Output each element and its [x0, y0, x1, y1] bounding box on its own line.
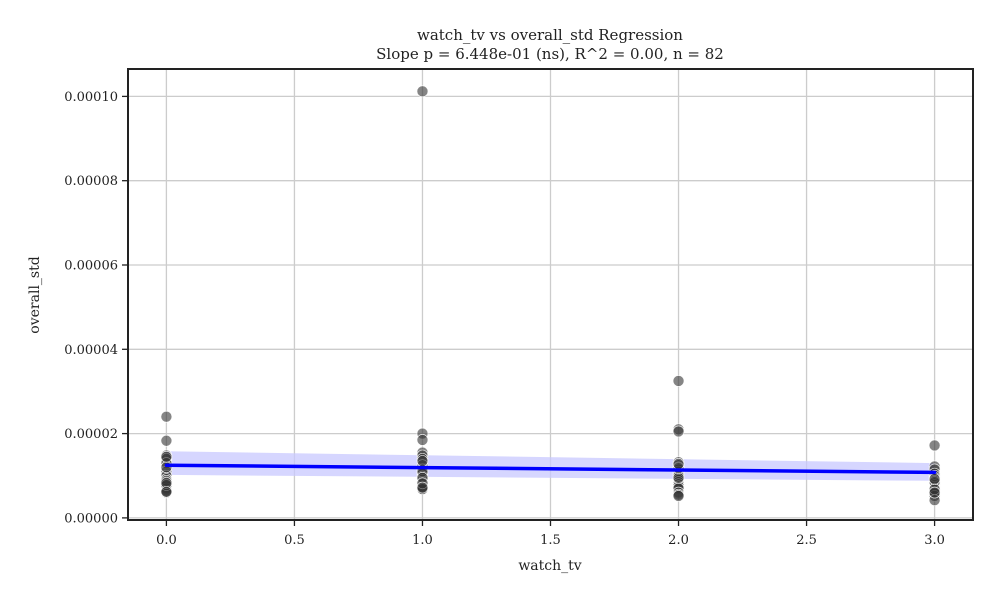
x-axis-label: watch_tv: [518, 558, 581, 574]
grid: [128, 69, 973, 520]
data-point: [928, 486, 941, 499]
x-tick-label: 1.0: [412, 533, 433, 548]
data-point: [928, 473, 941, 485]
x-tick-label: 2.5: [796, 533, 817, 548]
x-tick-label: 0.0: [156, 533, 177, 548]
data-point: [672, 490, 685, 502]
data-point: [672, 472, 685, 484]
data-point: [416, 481, 429, 494]
data-point: [416, 434, 429, 446]
regression-line-layer: [164, 463, 937, 475]
y-axis-label: overall_std: [27, 256, 43, 333]
x-tick-label: 0.5: [284, 533, 305, 548]
x-ticks: 0.0 0.5 1.0 1.5 2.0 2.5 3.0: [156, 520, 945, 548]
y-tick-label: 0.00010: [64, 90, 118, 105]
y-tick-label: 0.00000: [64, 511, 118, 526]
y-tick-label: 0.00002: [64, 427, 118, 442]
data-point: [928, 439, 941, 452]
regression-line: [164, 463, 937, 475]
y-tick-label: 0.00006: [64, 258, 118, 273]
data-point: [160, 450, 173, 463]
confidence-band-layer: [166, 451, 935, 481]
x-tick-label: 2.0: [668, 533, 689, 548]
y-ticks: 0.00000 0.00002 0.00004 0.00006 0.00008 0.000…: [64, 90, 128, 526]
data-point: [416, 455, 429, 467]
data-point: [160, 410, 173, 423]
chart-title: watch_tv vs overall_std Regression: [417, 26, 683, 44]
data-point: [160, 485, 173, 498]
y-tick-label: 0.00008: [64, 174, 118, 189]
data-point: [160, 434, 173, 447]
data-point: [416, 85, 429, 98]
x-tick-label: 1.5: [540, 533, 561, 548]
y-tick-label: 0.00004: [64, 343, 118, 358]
data-point: [672, 375, 685, 387]
confidence-band: [166, 451, 935, 481]
data-point: [672, 458, 685, 470]
data-point: [672, 425, 685, 438]
chart-subtitle: Slope p = 6.448e-01 (ns), R^2 = 0.00, n …: [376, 45, 724, 63]
x-tick-label: 3.0: [924, 533, 945, 548]
